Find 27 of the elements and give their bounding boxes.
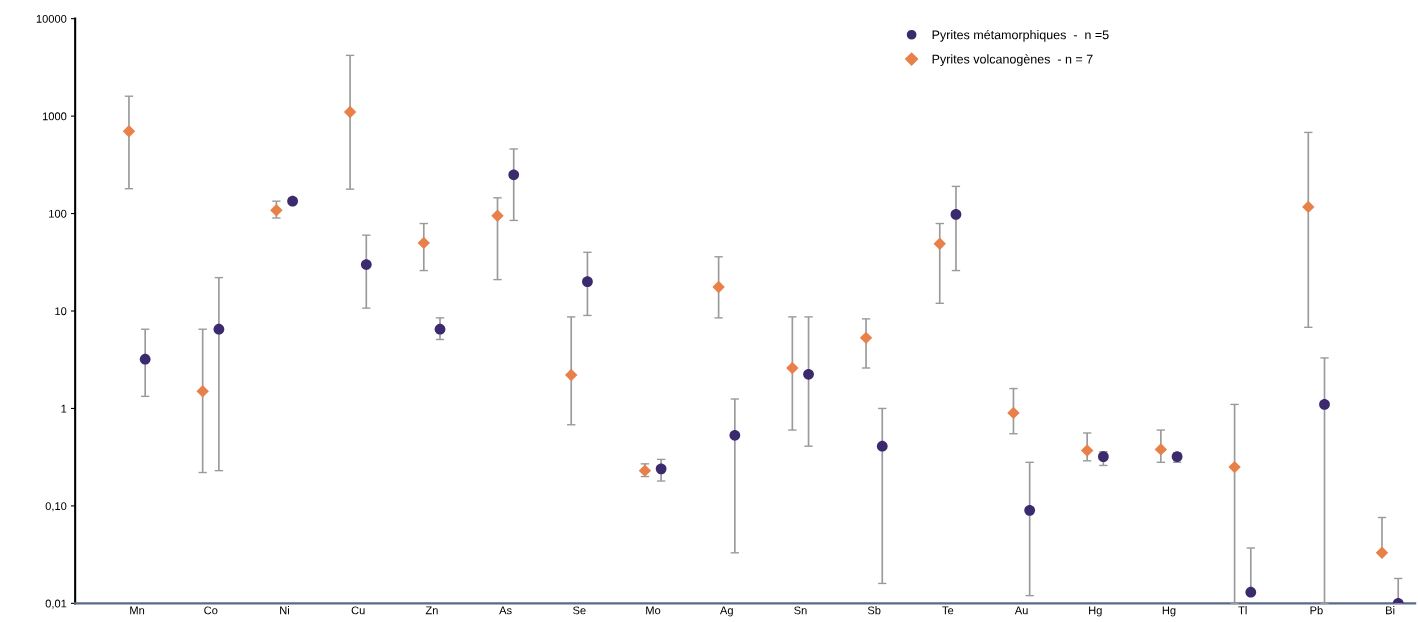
x-tick-label: Cu [351,606,365,615]
x-tick-label: Zn [425,606,438,615]
y-tick-label: 100 [49,209,67,218]
legend-label: Pyrites métamorphiques - n =5 [932,29,1109,42]
x-tick-label: Sb [867,606,881,615]
x-tick-label: Hg [1089,606,1102,617]
x-tick-label: Pb [1310,606,1323,615]
x-tick-label: Te [942,606,954,615]
x-tick-label: Mn [130,606,145,615]
x-tick-label: Ag [719,606,733,617]
x-tick-label: Co [204,606,218,615]
x-tick-label: As [499,606,512,615]
x-tick-label: Au [1014,606,1028,615]
x-tick-label: Ni [280,606,289,615]
x-tick-label: Tl [1238,606,1247,615]
y-tick-label: 10000 [36,14,67,23]
y-tick-label: 10 [55,307,67,316]
y-tick-label: 1 [61,404,67,413]
y-tick-label: 0,10 [45,502,67,512]
y-tick-label: 0,01 [45,599,67,609]
legend-label: Pyrites volcanogènes - n = 7 [932,54,1093,67]
x-tick-label: Bi [1386,606,1395,615]
x-tick-label: Hg [1162,606,1176,617]
x-tick-label: Se [573,606,586,615]
y-tick-label: 1000 [42,112,67,121]
x-tick-label: Sn [794,606,807,615]
x-tick-label: Mo [646,606,661,615]
